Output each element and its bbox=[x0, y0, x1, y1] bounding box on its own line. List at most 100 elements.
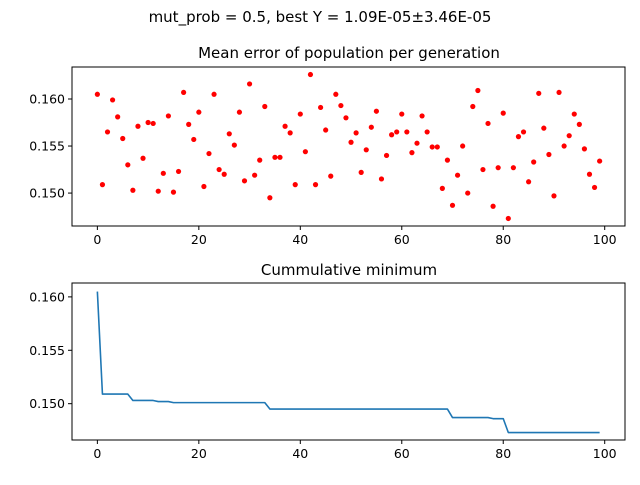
scatter-chart-point bbox=[470, 103, 476, 110]
scatter-chart-point bbox=[328, 173, 334, 179]
scatter-chart-point bbox=[246, 81, 253, 87]
scatter-chart-point bbox=[145, 119, 151, 126]
scatter-chart-point bbox=[216, 166, 222, 173]
scatter-chart-point bbox=[109, 97, 116, 103]
cumulative-min-chart-y-ticks: 0.150 0.155 0.160 bbox=[29, 289, 72, 411]
scatter-chart-point bbox=[206, 150, 212, 157]
scatter-chart-point bbox=[566, 133, 572, 139]
scatter-chart-point bbox=[201, 183, 207, 190]
scatter-chart-point bbox=[439, 185, 445, 191]
scatter-chart-point bbox=[262, 103, 268, 110]
cumulative-min-chart-marks bbox=[96, 291, 600, 434]
scatter-chart-point bbox=[444, 157, 451, 163]
scatter-chart-point bbox=[226, 131, 232, 137]
scatter-chart-point bbox=[399, 111, 405, 117]
scatter-chart-point bbox=[480, 166, 486, 173]
scatter-chart-point bbox=[561, 143, 567, 149]
scatter-chart-point bbox=[104, 129, 111, 135]
scatter-chart-point bbox=[358, 169, 364, 175]
cumulative-min-chart-x-tick-label: 80 bbox=[495, 446, 511, 461]
figure-suptitle: mut_prob = 0.5, best Y = 1.09E-05±3.46E-… bbox=[149, 8, 492, 27]
scatter-chart-point bbox=[383, 152, 390, 159]
cumulative-min-chart-x-tick-label: 0 bbox=[93, 446, 101, 461]
scatter-chart-point bbox=[490, 203, 496, 209]
scatter-chart-point bbox=[317, 104, 324, 111]
scatter-chart-point bbox=[460, 143, 466, 149]
scatter-chart-point bbox=[414, 140, 420, 146]
scatter-chart-point bbox=[257, 157, 263, 163]
scatter-chart-y-tick-label: 0.160 bbox=[29, 91, 65, 106]
scatter-chart-axes: Mean error of population per generation … bbox=[29, 44, 626, 247]
scatter-chart-point bbox=[287, 130, 293, 136]
scatter-chart-x-tick-label: 0 bbox=[93, 232, 101, 247]
scatter-chart-point bbox=[571, 111, 577, 117]
scatter-chart-point bbox=[155, 188, 161, 194]
scatter-chart-point bbox=[485, 120, 491, 127]
scatter-chart-point bbox=[394, 129, 400, 135]
scatter-chart-point bbox=[591, 184, 598, 191]
cumulative-min-chart-x-tick-label: 40 bbox=[292, 446, 308, 461]
scatter-chart-point bbox=[409, 150, 415, 156]
scatter-chart-point bbox=[348, 139, 354, 145]
scatter-chart-point bbox=[510, 165, 516, 171]
scatter-chart-point bbox=[551, 193, 557, 199]
scatter-chart-point bbox=[282, 123, 288, 129]
scatter-chart-point bbox=[475, 87, 481, 94]
cumulative-min-chart-y-tick-label: 0.155 bbox=[29, 343, 65, 358]
scatter-chart-point bbox=[546, 151, 552, 158]
scatter-chart-point bbox=[94, 91, 100, 97]
scatter-chart-point bbox=[581, 146, 588, 152]
scatter-chart-point bbox=[130, 187, 136, 193]
scatter-chart-point bbox=[526, 179, 532, 185]
scatter-chart-point bbox=[556, 89, 562, 96]
scatter-chart-point bbox=[267, 195, 273, 201]
scatter-chart-point bbox=[353, 130, 359, 136]
scatter-chart-point bbox=[181, 89, 187, 96]
scatter-chart-point bbox=[434, 144, 440, 150]
scatter-chart-marks bbox=[94, 71, 603, 222]
scatter-chart-point bbox=[165, 113, 171, 119]
scatter-chart-point bbox=[160, 170, 166, 176]
cumulative-min-chart-x-tick-label: 100 bbox=[593, 446, 617, 461]
cumulative-min-chart-series-line bbox=[96, 291, 600, 434]
cumulative-min-chart-x-tick-label: 60 bbox=[394, 446, 410, 461]
scatter-chart-point bbox=[373, 108, 380, 114]
scatter-chart-point bbox=[175, 168, 182, 175]
scatter-chart-point bbox=[323, 127, 329, 133]
scatter-chart-point bbox=[186, 121, 192, 127]
scatter-chart-point bbox=[363, 147, 369, 153]
scatter-chart-point bbox=[125, 162, 131, 168]
scatter-chart-point bbox=[449, 202, 456, 208]
scatter-chart-point bbox=[531, 159, 537, 165]
scatter-chart-y-tick-label: 0.150 bbox=[29, 186, 65, 201]
scatter-chart-point bbox=[368, 124, 374, 130]
scatter-chart-point bbox=[252, 172, 258, 178]
scatter-chart-point bbox=[495, 165, 501, 171]
scatter-chart-point bbox=[541, 125, 547, 131]
scatter-chart-point bbox=[272, 154, 278, 160]
scatter-chart-point bbox=[515, 134, 522, 140]
scatter-chart-point bbox=[221, 171, 227, 177]
scatter-chart-point bbox=[419, 113, 425, 119]
cumulative-min-chart-x-ticks: 0 20 40 60 80 100 bbox=[93, 440, 617, 461]
scatter-chart-point bbox=[500, 110, 506, 116]
scatter-chart-point bbox=[343, 115, 349, 121]
scatter-chart-point bbox=[115, 114, 121, 120]
scatter-chart-point bbox=[150, 120, 156, 127]
scatter-chart-point bbox=[302, 149, 308, 155]
scatter-chart-point bbox=[389, 132, 395, 138]
scatter-chart-point bbox=[211, 91, 217, 97]
scatter-chart-x-tick-label: 60 bbox=[394, 232, 410, 247]
scatter-chart-point bbox=[231, 142, 237, 148]
scatter-chart-y-tick-label: 0.155 bbox=[29, 139, 65, 154]
scatter-chart-point bbox=[576, 121, 582, 127]
scatter-chart-point bbox=[505, 215, 511, 222]
cumulative-min-chart-axes: Cummulative minimum 0 20 40 60 80 100 0.1500.… bbox=[29, 261, 626, 461]
cumulative-min-chart-frame bbox=[71, 282, 626, 441]
scatter-chart-point bbox=[120, 135, 126, 142]
scatter-chart-point bbox=[236, 109, 243, 115]
scatter-chart-point bbox=[597, 158, 603, 164]
scatter-chart-point bbox=[454, 172, 461, 178]
